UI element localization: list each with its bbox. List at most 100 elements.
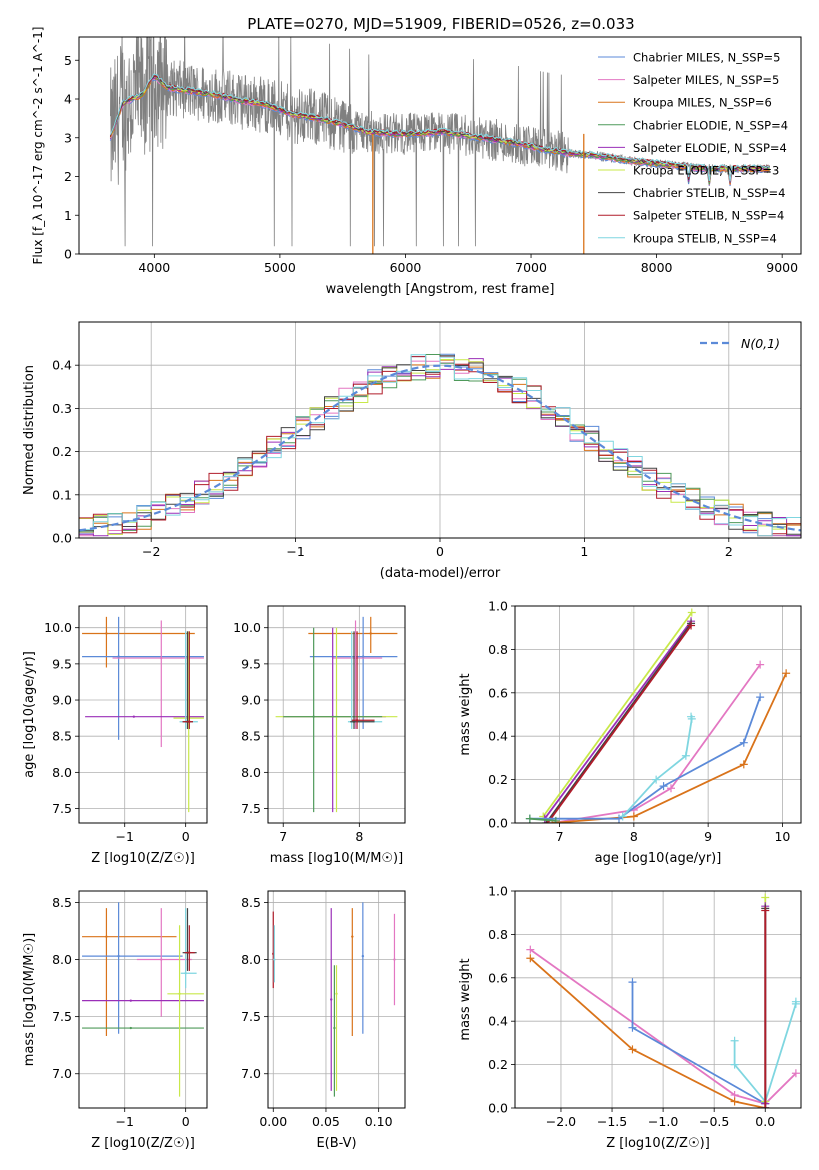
y-tick-label: 7.0 xyxy=(241,1066,261,1081)
y-tick-label: 9.0 xyxy=(241,693,261,708)
mass-vs-ebv-panel: 0.00 0.05 0.10 7.0 7.5 8.0 8.5 E(B-V) xyxy=(241,890,406,1151)
y-tick-label: 8.0 xyxy=(241,952,261,967)
residuals-panel: −2 −1 0 1 2 0.0 0.1 0.2 0.3 0.4 N(0,1) (data-model)… xyxy=(22,321,802,581)
y-tick-label: 0.8 xyxy=(488,642,508,657)
series-line-7 xyxy=(622,716,693,818)
point-marker xyxy=(352,720,356,723)
axis-ticks: −2.0 −1.5 −1.0 −0.5 0.0 0.0 0.2 0.4 0.6 0.8 1.0 xyxy=(488,884,775,1130)
plus-marker xyxy=(687,621,696,630)
point-marker xyxy=(178,992,181,995)
point-1 xyxy=(273,925,276,983)
x-axis-label: mass [log10(M/M☉)] xyxy=(270,851,403,866)
normal-curve xyxy=(79,364,801,532)
plus-marker xyxy=(761,906,770,915)
point-5 xyxy=(283,627,383,813)
y-tick-label: 7.5 xyxy=(52,1009,72,1024)
y-axis-label: mass weight xyxy=(458,958,473,1040)
plus-marker xyxy=(739,738,748,747)
y-tick-label: 8.5 xyxy=(52,729,72,744)
series-line-2 xyxy=(545,622,692,823)
legend-label-1: Salpeter MILES, N_SSP=5 xyxy=(633,73,779,87)
plot-area xyxy=(79,353,801,537)
plot-area xyxy=(272,902,396,1097)
spectrum-panel: 4000 5000 6000 7000 8000 9000 0 1 2 3 4 5 Chabrier M… xyxy=(31,27,802,297)
legend-label-8: Kroupa STELIB, N_SSP=4 xyxy=(633,231,777,245)
y-tick-label: 3 xyxy=(64,130,72,145)
legend-label-7: Salpeter STELIB, N_SSP=4 xyxy=(633,209,784,223)
massweight-vs-z-panel: −2.0 −1.5 −1.0 −0.5 0.0 0.0 0.2 0.4 0.6 0.8 1.0 Z [… xyxy=(458,884,802,1151)
legend-label: N(0,1) xyxy=(741,336,780,351)
model-line-0 xyxy=(109,79,770,187)
point-7 xyxy=(182,631,193,729)
plus-marker xyxy=(730,1036,739,1045)
point-4 xyxy=(82,1026,204,1030)
x-tick-label: 0.0 xyxy=(755,1114,775,1129)
y-tick-label: 4 xyxy=(64,92,72,107)
plus-marker xyxy=(782,669,791,678)
point-8 xyxy=(351,631,375,729)
x-axis-label: Z [log10(Z/Z☉)] xyxy=(91,1136,195,1151)
plus-marker xyxy=(628,1045,637,1054)
y-tick-label: 0.3 xyxy=(52,401,72,416)
plus-marker xyxy=(551,816,560,823)
plus-marker xyxy=(629,812,638,821)
point-marker xyxy=(355,719,359,722)
y-tick-label: 0.1 xyxy=(52,487,72,502)
series-line-3 xyxy=(546,624,692,823)
axes-frame xyxy=(514,890,802,1109)
y-tick-label: 0.0 xyxy=(488,816,508,831)
hist-step-8 xyxy=(79,354,801,537)
x-tick-label: 0 xyxy=(182,1114,190,1129)
y-tick-label: 9.5 xyxy=(52,656,72,671)
x-tick-label: 5000 xyxy=(264,260,296,275)
plus-marker xyxy=(791,1069,800,1078)
x-tick-label: 0.05 xyxy=(312,1114,340,1129)
plus-marker xyxy=(687,608,696,617)
legend-label-6: Chabrier STELIB, N_SSP=4 xyxy=(633,186,785,200)
y-tick-label: 0.2 xyxy=(488,1057,508,1072)
point-7 xyxy=(350,631,375,729)
point-marker xyxy=(333,1026,336,1030)
point-marker xyxy=(188,951,191,954)
axes-frame xyxy=(78,890,208,1109)
figure-title: PLATE=0270, MJD=51909, FIBERID=0526, z=0… xyxy=(247,15,634,33)
point-6 xyxy=(347,631,383,729)
y-tick-label: 0.6 xyxy=(488,970,508,985)
plus-marker xyxy=(687,712,696,721)
plot-area xyxy=(109,37,771,254)
x-tick-label: 0 xyxy=(182,829,190,844)
model-line-8 xyxy=(109,73,770,182)
point-marker xyxy=(160,656,163,660)
point-marker xyxy=(312,715,315,718)
x-tick-label: 9 xyxy=(704,829,712,844)
point-1 xyxy=(82,616,204,740)
x-tick-label: 7 xyxy=(556,829,564,844)
y-tick-label: 0.0 xyxy=(52,531,72,546)
y-tick-label: 8.0 xyxy=(52,952,72,967)
x-tick-label: 0 xyxy=(436,544,444,559)
axes-frame xyxy=(78,605,208,824)
point-marker xyxy=(160,958,163,961)
point-marker xyxy=(105,632,108,635)
y-tick-label: 7.5 xyxy=(241,1009,261,1024)
y-tick-label: 0.2 xyxy=(488,772,508,787)
point-7 xyxy=(393,913,396,1006)
point-4 xyxy=(275,627,398,813)
legend-label-5: Kroupa ELODIE, N_SSP=3 xyxy=(633,164,779,178)
y-tick-label: 0.0 xyxy=(488,1101,508,1116)
y-tick-label: 0.4 xyxy=(488,729,508,744)
x-tick-label: 2 xyxy=(725,544,733,559)
point-marker xyxy=(117,655,120,658)
x-axis-label: Z [log10(Z/Z☉)] xyxy=(91,851,195,866)
point-marker xyxy=(117,954,120,958)
plot-area xyxy=(526,893,800,1108)
point-marker xyxy=(330,998,333,1001)
plot-area xyxy=(82,616,204,813)
x-tick-label: 7 xyxy=(279,829,287,844)
axes-frame xyxy=(267,605,406,824)
point-5 xyxy=(351,908,354,1037)
plus-marker xyxy=(761,893,770,902)
plot-area xyxy=(275,616,398,813)
x-tick-label: −1 xyxy=(286,544,304,559)
